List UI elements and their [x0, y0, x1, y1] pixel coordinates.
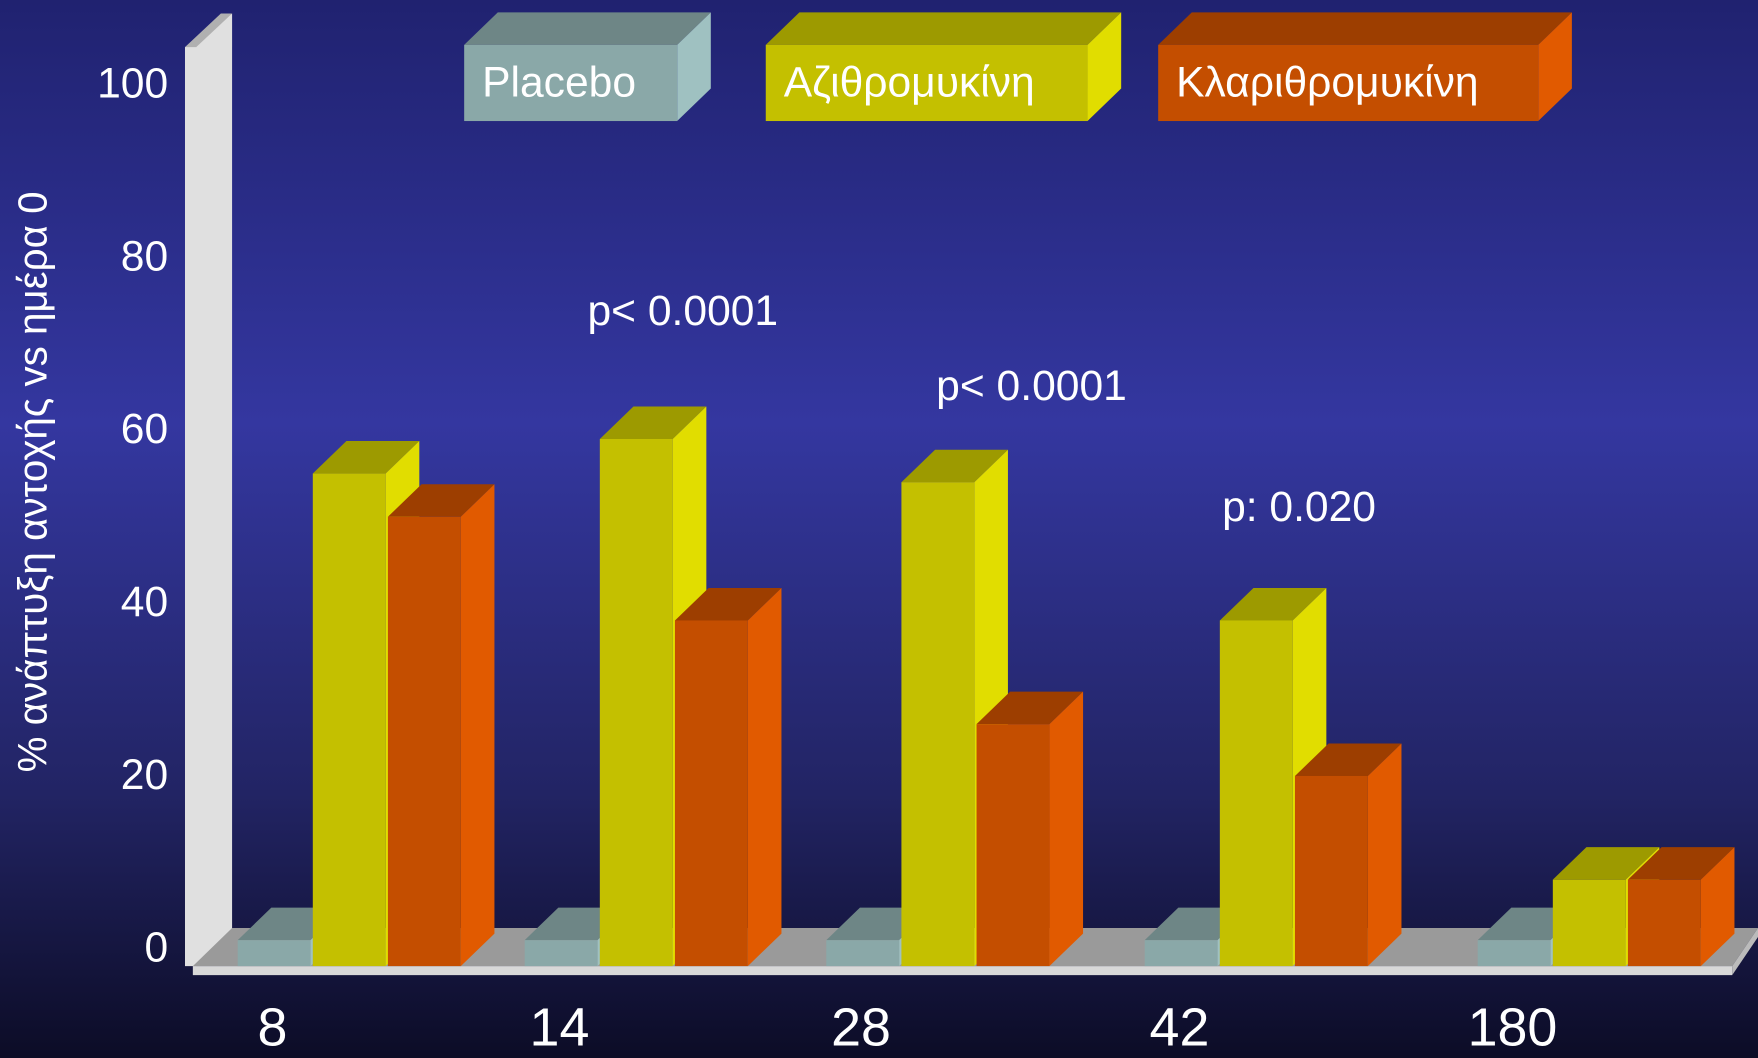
- y-tick-label: 20: [121, 751, 168, 799]
- legend-label: Αζιθρομυκίνη: [784, 58, 1035, 106]
- face-side: [747, 587, 782, 967]
- face-front: [826, 940, 900, 967]
- face-front: [1552, 879, 1626, 967]
- face-front: [976, 724, 1050, 967]
- x-tick-label: 42: [1150, 997, 1210, 1057]
- y-tick-label: 40: [121, 578, 168, 626]
- face-side: [677, 12, 711, 122]
- legend-item: Αζιθρομυκίνη: [765, 12, 1122, 122]
- annotation: p< 0.0001: [936, 362, 1127, 410]
- y-tick-label: 60: [121, 405, 168, 453]
- face-top: [599, 406, 707, 439]
- face-top: [1552, 847, 1660, 880]
- face-top: [1219, 587, 1327, 621]
- face-side: [460, 484, 495, 967]
- face-front: [1144, 940, 1218, 967]
- face-front: [901, 482, 975, 967]
- legend-label: Κλαριθρομυκίνη: [1176, 58, 1479, 106]
- face-front: [1219, 620, 1293, 967]
- face-front: [1627, 879, 1701, 967]
- x-tick-label: 28: [831, 997, 891, 1057]
- face-top: [674, 587, 782, 621]
- face-front: [1294, 775, 1368, 967]
- face-front: [765, 44, 1088, 122]
- face-top: [901, 449, 1008, 483]
- face-side: [1700, 847, 1735, 967]
- face-side: [1538, 12, 1572, 122]
- bar: [1627, 847, 1735, 967]
- legend-label: Placebo: [482, 58, 636, 106]
- floor-edge: [192, 966, 1733, 976]
- face-top: [1294, 743, 1402, 776]
- bar: [387, 484, 495, 967]
- legend-item: Κλαριθρομυκίνη: [1158, 12, 1572, 122]
- y-tick-label: 0: [144, 924, 168, 972]
- face-front: [674, 620, 748, 967]
- y-tick-label: 80: [121, 232, 168, 280]
- bar: [674, 587, 782, 967]
- face-front: [524, 940, 598, 967]
- face-top: [312, 441, 420, 474]
- face-front: [599, 438, 673, 967]
- face-front: [387, 516, 461, 967]
- face-top: [976, 691, 1084, 725]
- bar: [1294, 743, 1402, 967]
- face-top: [1627, 847, 1735, 880]
- face-front: [1158, 44, 1539, 122]
- x-tick-label: 14: [530, 997, 590, 1057]
- face-front: [464, 44, 678, 122]
- x-tick-label: 8: [257, 997, 287, 1057]
- annotation: p< 0.0001: [587, 287, 778, 335]
- face-side: [1087, 12, 1122, 122]
- floor-side: [1732, 927, 1758, 976]
- face-top: [1158, 12, 1572, 45]
- x-tick-label: 180: [1468, 997, 1558, 1057]
- face-front: [312, 473, 386, 967]
- bar: [976, 691, 1084, 967]
- face-front: [1477, 940, 1551, 967]
- face-front: [237, 940, 311, 967]
- y-tick-label: 100: [97, 60, 168, 108]
- back-wall: [184, 13, 233, 967]
- legend-item: Placebo: [464, 12, 711, 122]
- face-side: [1367, 743, 1402, 967]
- face-side: [1049, 691, 1084, 967]
- face-top: [765, 12, 1122, 45]
- face-top: [387, 484, 495, 517]
- annotation: p: 0.020: [1222, 483, 1376, 531]
- y-axis-label: % ανάπτυξη αντοχής vs ημέρα 0: [10, 191, 56, 772]
- face-top: [464, 12, 711, 45]
- wall-top: [184, 13, 233, 48]
